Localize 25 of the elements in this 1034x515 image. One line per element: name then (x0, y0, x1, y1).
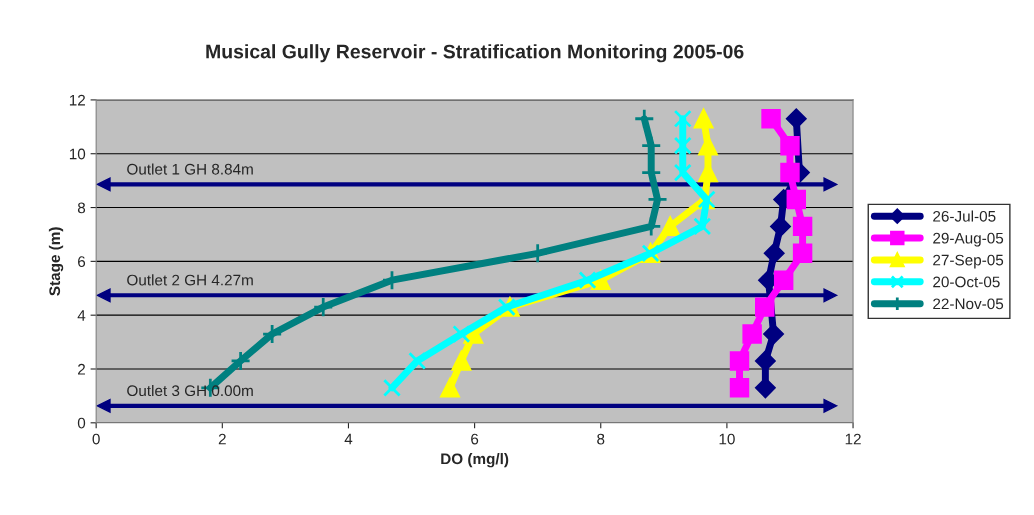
y-tick-label: 12 (69, 94, 85, 106)
x-tick-label: 6 (471, 433, 479, 445)
chart-title: Musical Gully Reservoir - Stratification Monitoring 2005-06 (206, 44, 744, 63)
x-tick-label: 4 (344, 433, 353, 445)
x-tick-label: 8 (597, 433, 605, 445)
legend-label: 26-Jul-05 (933, 210, 996, 222)
legend-label: 29-Aug-05 (933, 232, 1004, 247)
x-tick-label: 10 (719, 433, 735, 445)
legend-label: 27-Sep-05 (933, 254, 1004, 269)
y-tick-label: 10 (69, 148, 86, 160)
x-tick-label: 2 (218, 433, 226, 445)
y-tick-label: 6 (78, 256, 86, 268)
x-tick-label: 12 (845, 433, 861, 445)
ref-line-label: Outlet 2 GH 4.27m (127, 274, 253, 286)
y-axis-title: Stage (m) (48, 227, 64, 296)
ref-line-label: Outlet 3 GH 0.00m (127, 384, 253, 397)
legend-label: 20-Oct-05 (933, 276, 1000, 288)
legend-label: 22-Nov-05 (933, 298, 1004, 310)
y-tick-label: 4 (77, 310, 86, 321)
y-tick-label: 0 (77, 417, 86, 429)
y-tick-label: 8 (77, 202, 86, 214)
x-axis-title: DO (mg/l) (441, 453, 509, 468)
ref-line-label: Outlet 1 GH 8.84m (127, 163, 253, 175)
x-tick-label: 0 (92, 433, 100, 445)
y-tick-label: 2 (78, 363, 85, 375)
